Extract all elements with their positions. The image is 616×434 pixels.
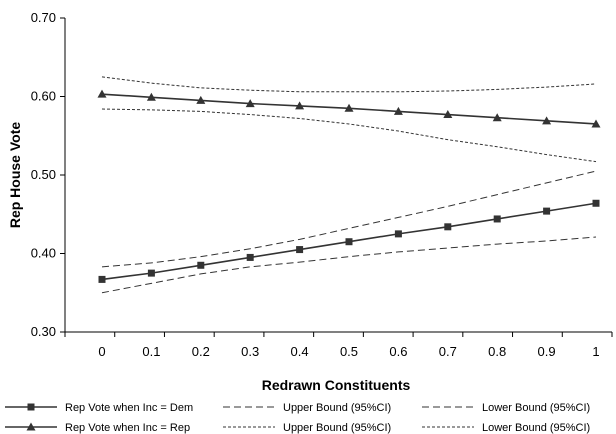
data-point	[592, 199, 600, 207]
x-tick-label: 0.8	[488, 344, 506, 359]
x-tick-label: 0.7	[439, 344, 457, 359]
x-tick-label: 0.2	[192, 344, 210, 359]
legend-label: Lower Bound (95%CI)	[482, 402, 590, 414]
data-point	[196, 95, 206, 104]
y-tick-label: 0.30	[31, 324, 56, 339]
legend-label: Upper Bound (95%CI)	[283, 402, 391, 414]
legend-label: Lower Bound (95%CI)	[482, 422, 590, 434]
x-axis-title: Redrawn Constituents	[262, 377, 411, 393]
series-0	[98, 199, 600, 283]
legend-label: Rep Vote when Inc = Rep	[65, 422, 190, 434]
series-line	[101, 170, 597, 268]
data-point	[146, 92, 156, 101]
legend-item: Rep Vote when Inc = Dem	[5, 402, 193, 414]
data-point	[493, 215, 501, 223]
legend-label: Rep Vote when Inc = Dem	[65, 402, 193, 414]
legend-item: Upper Bound (95%CI)	[223, 402, 391, 414]
y-axis-title: Rep House Vote	[7, 122, 23, 229]
x-tick-label: 0.5	[340, 344, 358, 359]
data-point	[147, 269, 155, 277]
data-point	[98, 275, 106, 283]
tick-labels: 0.30 0.40 0.50 0.60 0.70 0 0.1 0.2 0.3 0.4 0.5 0.6 0…	[31, 10, 600, 359]
y-tick-label: 0.50	[31, 167, 56, 182]
data-point	[344, 103, 354, 112]
series-1	[101, 170, 597, 268]
data-point	[393, 106, 403, 115]
legend-marker	[26, 422, 36, 431]
series-2	[101, 236, 597, 294]
x-tick-label: 0	[98, 344, 105, 359]
data-point	[591, 119, 601, 128]
series-4	[101, 76, 597, 93]
legend-item: Lower Bound (95%CI)	[422, 422, 590, 434]
y-tick-label: 0.40	[31, 246, 56, 261]
legend-item: Upper Bound (95%CI)	[223, 422, 391, 434]
data-point	[394, 230, 402, 238]
data-point	[345, 238, 353, 246]
series-line	[101, 236, 597, 294]
data-point	[542, 116, 552, 125]
data-point	[246, 253, 254, 261]
x-tick-label: 0.9	[538, 344, 556, 359]
x-tick-label: 0.1	[142, 344, 160, 359]
legend-item: Lower Bound (95%CI)	[422, 402, 590, 414]
data-point	[543, 207, 551, 215]
series-line	[101, 76, 597, 93]
data-point	[492, 113, 502, 122]
data-point	[296, 246, 304, 254]
series-5	[101, 108, 597, 163]
series-3	[97, 89, 601, 128]
data-point	[295, 101, 305, 110]
legend-marker	[27, 403, 35, 411]
legend-label: Upper Bound (95%CI)	[283, 422, 391, 434]
y-tick-label: 0.60	[31, 89, 56, 104]
series-line	[101, 108, 597, 163]
legend: Rep Vote when Inc = Dem Upper Bound (95%C…	[5, 402, 590, 434]
axes	[60, 17, 613, 337]
data-point	[444, 223, 452, 231]
data-point	[197, 261, 205, 269]
data-point	[245, 99, 255, 108]
x-tick-label: 1	[592, 344, 599, 359]
x-tick-label: 0.3	[241, 344, 259, 359]
x-tick-label: 0.6	[389, 344, 407, 359]
data-point	[97, 89, 107, 98]
y-tick-label: 0.70	[31, 10, 56, 25]
legend-item: Rep Vote when Inc = Rep	[5, 422, 190, 434]
x-tick-label: 0.4	[291, 344, 309, 359]
data-point	[443, 110, 453, 119]
series-layer	[97, 76, 601, 294]
